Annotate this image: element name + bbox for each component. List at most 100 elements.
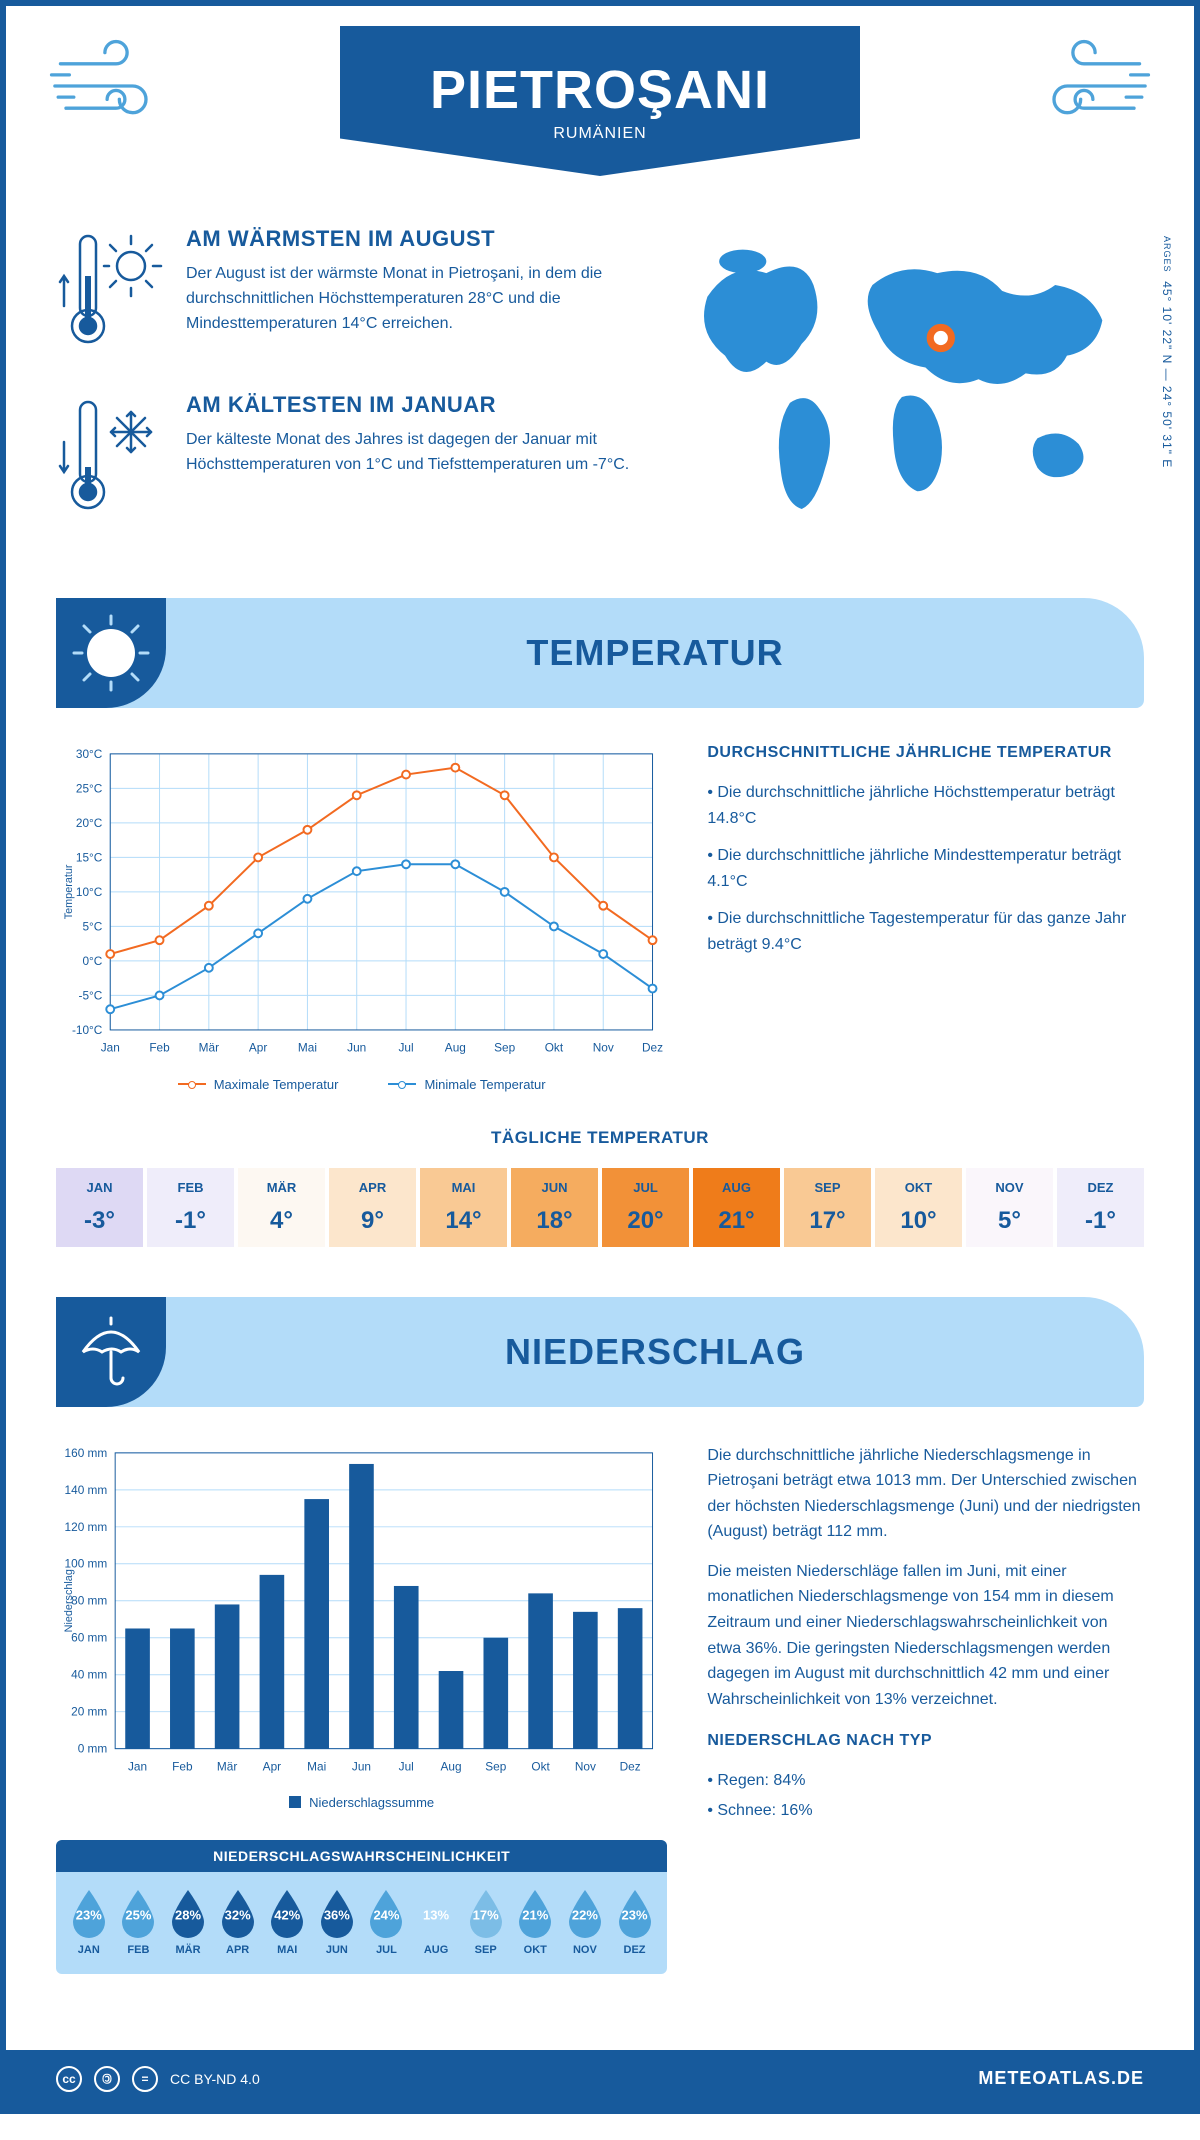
- svg-text:Niederschlag: Niederschlag: [63, 1569, 75, 1632]
- coordinates: ARGES 45° 10' 22" N — 24° 50' 31" E: [1160, 236, 1174, 468]
- fact-item: • Die durchschnittliche jährliche Mindes…: [707, 843, 1144, 894]
- svg-text:60 mm: 60 mm: [71, 1630, 107, 1644]
- svg-text:140 mm: 140 mm: [65, 1482, 108, 1496]
- daily-temp-title: TÄGLICHE TEMPERATUR: [56, 1128, 1144, 1148]
- precip-drop-cell: 25%FEB: [116, 1888, 162, 1956]
- daily-temp-cell: AUG21°: [693, 1168, 780, 1247]
- sun-icon: [66, 608, 156, 698]
- svg-text:Nov: Nov: [575, 1759, 596, 1773]
- wind-icon: [46, 36, 186, 136]
- daily-temp-cell: APR9°: [329, 1168, 416, 1247]
- svg-text:40 mm: 40 mm: [71, 1667, 107, 1681]
- nd-icon: =: [132, 2066, 158, 2092]
- daily-temp-cell: SEP17°: [784, 1168, 871, 1247]
- svg-text:-5°C: -5°C: [79, 988, 103, 1002]
- svg-text:Jul: Jul: [398, 1041, 413, 1055]
- svg-text:0°C: 0°C: [82, 954, 102, 968]
- coldest-block: AM KÄLTESTEN IM JANUAR Der kälteste Mona…: [56, 392, 632, 522]
- cc-icon: cc: [56, 2066, 82, 2092]
- svg-text:Temperatur: Temperatur: [63, 864, 75, 919]
- svg-text:Sep: Sep: [494, 1041, 515, 1055]
- svg-text:0 mm: 0 mm: [78, 1741, 108, 1755]
- coldest-title: AM KÄLTESTEN IM JANUAR: [186, 392, 632, 418]
- city-title: PIETROŞANI: [430, 59, 770, 121]
- svg-text:5°C: 5°C: [82, 919, 102, 933]
- warmest-block: AM WÄRMSTEN IM AUGUST Der August ist der…: [56, 226, 632, 356]
- svg-text:80 mm: 80 mm: [71, 1593, 107, 1607]
- site-name: METEOATLAS.DE: [978, 2068, 1144, 2089]
- svg-text:Mär: Mär: [217, 1759, 237, 1773]
- svg-text:Jun: Jun: [347, 1041, 366, 1055]
- svg-text:Aug: Aug: [440, 1759, 461, 1773]
- precip-drop-cell: 24%JUL: [364, 1888, 410, 1956]
- temperature-legend: Maximale Temperatur Minimale Temperatur: [56, 1077, 667, 1092]
- svg-text:Feb: Feb: [172, 1759, 193, 1773]
- license-text: CC BY-ND 4.0: [170, 2071, 260, 2087]
- svg-text:25°C: 25°C: [76, 781, 103, 795]
- precip-drop-cell: 22%NOV: [562, 1888, 608, 1956]
- svg-text:15°C: 15°C: [76, 850, 103, 864]
- precip-drop-cell: 36%JUN: [314, 1888, 360, 1956]
- temperature-facts: DURCHSCHNITTLICHE JÄHRLICHE TEMPERATUR •…: [707, 744, 1144, 1092]
- warmest-body: Der August ist der wärmste Monat in Piet…: [186, 262, 632, 336]
- thermometer-snow-icon: [56, 392, 166, 522]
- precip-drop-cell: 32%APR: [215, 1888, 261, 1956]
- daily-temp-cell: FEB-1°: [147, 1168, 234, 1247]
- temperature-line-chart: -10°C-5°C0°C5°C10°C15°C20°C25°C30°CJanFe…: [56, 744, 667, 1060]
- precipitation-probability-panel: NIEDERSCHLAGSWAHRSCHEINLICHKEIT 23%JAN25…: [56, 1840, 667, 1974]
- world-map-icon: [672, 226, 1144, 533]
- svg-text:Mai: Mai: [307, 1759, 326, 1773]
- svg-text:120 mm: 120 mm: [65, 1519, 108, 1533]
- svg-text:20°C: 20°C: [76, 816, 103, 830]
- title-banner: PIETROŞANI RUMÄNIEN: [340, 26, 860, 176]
- temperature-section-header: TEMPERATUR: [56, 598, 1144, 708]
- svg-text:Nov: Nov: [593, 1041, 614, 1055]
- svg-text:Okt: Okt: [545, 1041, 564, 1055]
- footer: cc 🄯 = CC BY-ND 4.0 METEOATLAS.DE: [6, 2050, 1194, 2108]
- svg-text:Feb: Feb: [149, 1041, 170, 1055]
- precipitation-text: Die durchschnittliche jährliche Niedersc…: [707, 1443, 1144, 1974]
- svg-text:20 mm: 20 mm: [71, 1704, 107, 1718]
- precip-drop-cell: 13%AUG: [413, 1888, 459, 1956]
- wind-icon: [1014, 36, 1154, 136]
- svg-text:10°C: 10°C: [76, 885, 103, 899]
- precip-drop-cell: 21%OKT: [512, 1888, 558, 1956]
- by-icon: 🄯: [94, 2066, 120, 2092]
- daily-temp-cell: NOV5°: [966, 1168, 1053, 1247]
- fact-item: • Die durchschnittliche jährliche Höchst…: [707, 780, 1144, 831]
- svg-text:Apr: Apr: [249, 1041, 267, 1055]
- svg-text:100 mm: 100 mm: [65, 1556, 108, 1570]
- country-subtitle: RUMÄNIEN: [553, 125, 646, 143]
- svg-text:Sep: Sep: [485, 1759, 506, 1773]
- precip-drop-cell: 23%JAN: [66, 1888, 112, 1956]
- daily-temp-table: JAN-3°FEB-1°MÄR4°APR9°MAI14°JUN18°JUL20°…: [56, 1168, 1144, 1247]
- daily-temp-cell: JUN18°: [511, 1168, 598, 1247]
- svg-text:Aug: Aug: [445, 1041, 466, 1055]
- svg-text:Dez: Dez: [620, 1759, 641, 1773]
- precipitation-title: NIEDERSCHLAG: [166, 1331, 1144, 1373]
- precip-drop-cell: 28%MÄR: [165, 1888, 211, 1956]
- warmest-title: AM WÄRMSTEN IM AUGUST: [186, 226, 632, 252]
- precip-drop-cell: 17%SEP: [463, 1888, 509, 1956]
- svg-text:Jan: Jan: [128, 1759, 147, 1773]
- svg-text:Apr: Apr: [263, 1759, 281, 1773]
- daily-temp-cell: JAN-3°: [56, 1168, 143, 1247]
- daily-temp-cell: DEZ-1°: [1057, 1168, 1144, 1247]
- temperature-title: TEMPERATUR: [166, 632, 1144, 674]
- svg-text:Jul: Jul: [399, 1759, 414, 1773]
- daily-temp-cell: MÄR4°: [238, 1168, 325, 1247]
- summary-row: AM WÄRMSTEN IM AUGUST Der August ist der…: [56, 226, 1144, 558]
- daily-temp-cell: JUL20°: [602, 1168, 689, 1247]
- thermometer-sun-icon: [56, 226, 166, 356]
- precipitation-legend: Niederschlagssumme: [56, 1795, 667, 1810]
- svg-text:Dez: Dez: [642, 1041, 663, 1055]
- svg-text:Okt: Okt: [531, 1759, 550, 1773]
- svg-text:Jun: Jun: [352, 1759, 371, 1773]
- header: PIETROŞANI RUMÄNIEN: [6, 6, 1194, 226]
- precip-drop-cell: 23%DEZ: [612, 1888, 658, 1956]
- svg-text:160 mm: 160 mm: [65, 1445, 108, 1459]
- daily-temp-cell: MAI14°: [420, 1168, 507, 1247]
- svg-text:Jan: Jan: [101, 1041, 120, 1055]
- svg-text:30°C: 30°C: [76, 747, 103, 761]
- precipitation-section-header: NIEDERSCHLAG: [56, 1297, 1144, 1407]
